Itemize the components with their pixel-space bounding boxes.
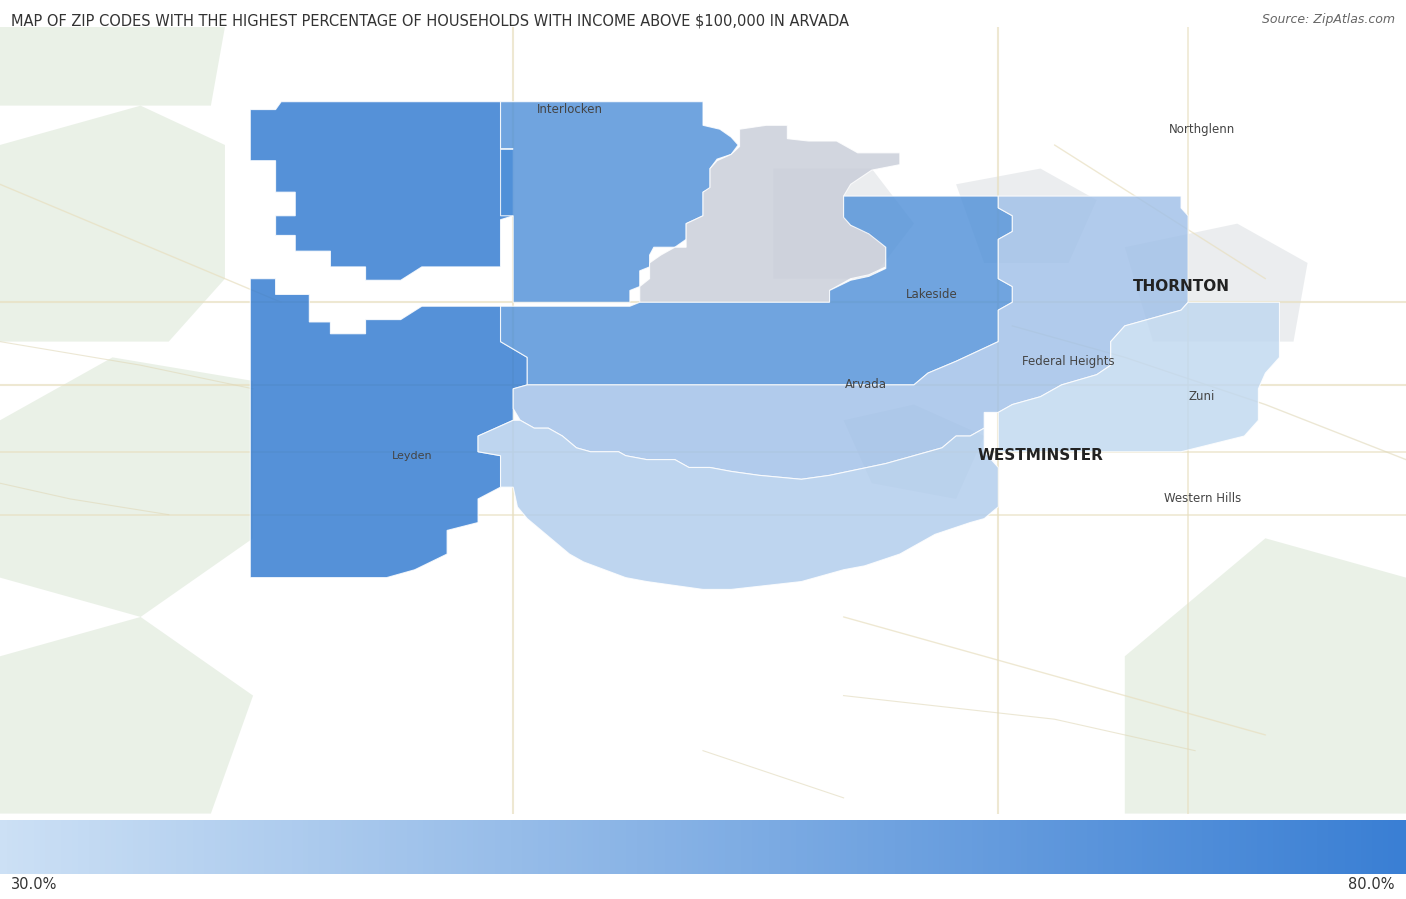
Polygon shape bbox=[478, 421, 998, 590]
Polygon shape bbox=[250, 102, 513, 280]
Polygon shape bbox=[513, 196, 1188, 479]
Polygon shape bbox=[640, 125, 900, 302]
Text: WESTMINSTER: WESTMINSTER bbox=[977, 449, 1104, 463]
Text: Northglenn: Northglenn bbox=[1168, 123, 1236, 136]
Text: MAP OF ZIP CODES WITH THE HIGHEST PERCENTAGE OF HOUSEHOLDS WITH INCOME ABOVE $10: MAP OF ZIP CODES WITH THE HIGHEST PERCEN… bbox=[11, 13, 849, 29]
Polygon shape bbox=[956, 169, 1097, 263]
Text: THORNTON: THORNTON bbox=[1133, 279, 1229, 294]
Polygon shape bbox=[501, 102, 738, 302]
Polygon shape bbox=[844, 405, 984, 499]
Text: Arvada: Arvada bbox=[845, 378, 887, 391]
Text: Zuni: Zuni bbox=[1189, 390, 1215, 403]
Text: Lakeside: Lakeside bbox=[907, 288, 957, 301]
Text: 80.0%: 80.0% bbox=[1348, 877, 1395, 893]
Polygon shape bbox=[0, 617, 253, 814]
Polygon shape bbox=[773, 169, 914, 279]
Text: Source: ZipAtlas.com: Source: ZipAtlas.com bbox=[1261, 13, 1395, 26]
Polygon shape bbox=[0, 27, 225, 106]
Text: 30.0%: 30.0% bbox=[11, 877, 58, 893]
Text: Interlocken: Interlocken bbox=[537, 103, 602, 116]
Polygon shape bbox=[250, 279, 527, 578]
Polygon shape bbox=[0, 106, 225, 342]
Polygon shape bbox=[998, 302, 1279, 451]
Text: Leyden: Leyden bbox=[392, 450, 432, 460]
Polygon shape bbox=[0, 358, 253, 617]
Polygon shape bbox=[1125, 224, 1308, 342]
Text: Western Hills: Western Hills bbox=[1164, 493, 1240, 505]
Polygon shape bbox=[501, 196, 1012, 385]
Polygon shape bbox=[1125, 539, 1406, 814]
Text: Federal Heights: Federal Heights bbox=[1022, 355, 1115, 368]
